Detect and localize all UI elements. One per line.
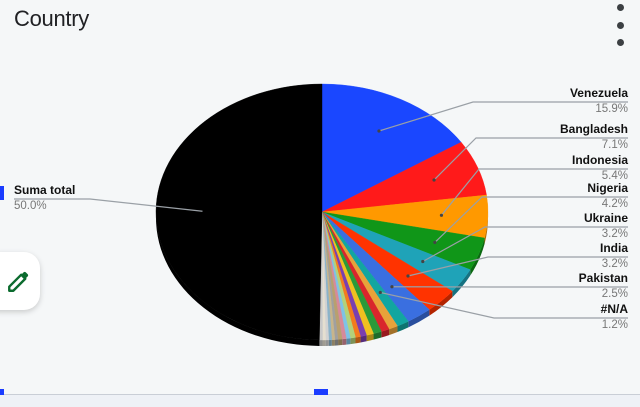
callout-line — [378, 101, 628, 132]
pie-slice-side — [319, 339, 323, 347]
pie-side-group — [156, 212, 488, 347]
slice-percent: 50.0% — [14, 200, 47, 212]
slice-label: Suma total — [14, 183, 75, 197]
callout-line — [433, 137, 628, 181]
pie-top-group — [155, 83, 489, 341]
pie-slice-side — [452, 269, 471, 298]
bottom-center-marker — [314, 389, 328, 395]
callout-dot — [432, 178, 436, 182]
pie-slice-side — [338, 339, 343, 346]
pie-slice-side — [429, 291, 453, 316]
slice-label: Bangladesh — [560, 122, 628, 136]
slice-percent: 5.4% — [602, 170, 628, 182]
edit-button[interactable] — [0, 252, 40, 310]
pie-slice-side — [334, 339, 339, 346]
left-marker — [0, 186, 4, 200]
bottom-left-marker — [0, 389, 4, 395]
slice-label: Indonesia — [572, 153, 628, 167]
pie-slice-side — [397, 321, 409, 333]
kebab-dot — [616, 39, 624, 46]
pie-slice-suma-total — [155, 83, 323, 341]
callout-dot — [378, 290, 382, 295]
pie-slice-side — [328, 339, 332, 346]
pie-slice-side — [355, 336, 361, 344]
callout-group: Venezuela 15.9% Bangladesh 7.1% Indonesia 5.4… — [14, 86, 628, 331]
slice-label: Ukraine — [584, 211, 628, 225]
slice-label: Venezuela — [570, 86, 628, 100]
pie-slice-side — [325, 339, 329, 346]
pie-slice-side — [331, 339, 335, 346]
pie-slice-side — [350, 337, 356, 345]
pie-slice-side — [366, 333, 374, 342]
slice-percent: 2.5% — [602, 288, 628, 300]
callout-dot — [377, 129, 381, 133]
callout-line — [422, 226, 628, 263]
pie-slice-side — [484, 212, 488, 245]
slice-label: #N/A — [601, 302, 629, 316]
pencil-icon — [8, 271, 29, 292]
callout-dot — [439, 213, 444, 217]
pie-slice-side — [470, 238, 485, 276]
chart-title: Country — [14, 6, 89, 31]
pie-slice-side — [389, 326, 398, 336]
pie-slice-side — [322, 339, 326, 346]
pie-slice-side — [381, 329, 390, 338]
slice-label: India — [600, 241, 628, 255]
slice-percent: 15.9% — [595, 103, 628, 115]
slice-label: Pakistan — [579, 271, 628, 285]
slice-percent: 4.2% — [602, 198, 628, 210]
pie-slice-side — [342, 338, 347, 346]
more-vert-icon[interactable] — [610, 4, 630, 46]
pie-slice-side — [408, 309, 430, 328]
slice-percent: 3.2% — [602, 258, 628, 270]
callout-dot — [421, 259, 425, 264]
bottom-scroll-track — [0, 394, 640, 407]
callout-line — [380, 291, 628, 319]
callout-line — [407, 256, 628, 277]
callout-line — [434, 196, 628, 243]
callout-line — [14, 198, 203, 212]
slice-percent: 3.2% — [602, 228, 628, 240]
slice-percent: 1.2% — [602, 319, 628, 331]
pie-slice-side — [373, 331, 382, 340]
callout-dot — [390, 285, 394, 289]
callout-dot — [433, 240, 437, 244]
kebab-dot — [616, 4, 624, 11]
callout-line — [440, 168, 628, 216]
pie-slice-side — [346, 338, 351, 345]
callout-dot — [406, 274, 410, 278]
pie-slice-side — [360, 335, 367, 343]
kebab-dot — [616, 21, 624, 29]
slice-percent: 7.1% — [602, 139, 628, 151]
slice-label: Nigeria — [587, 181, 628, 195]
